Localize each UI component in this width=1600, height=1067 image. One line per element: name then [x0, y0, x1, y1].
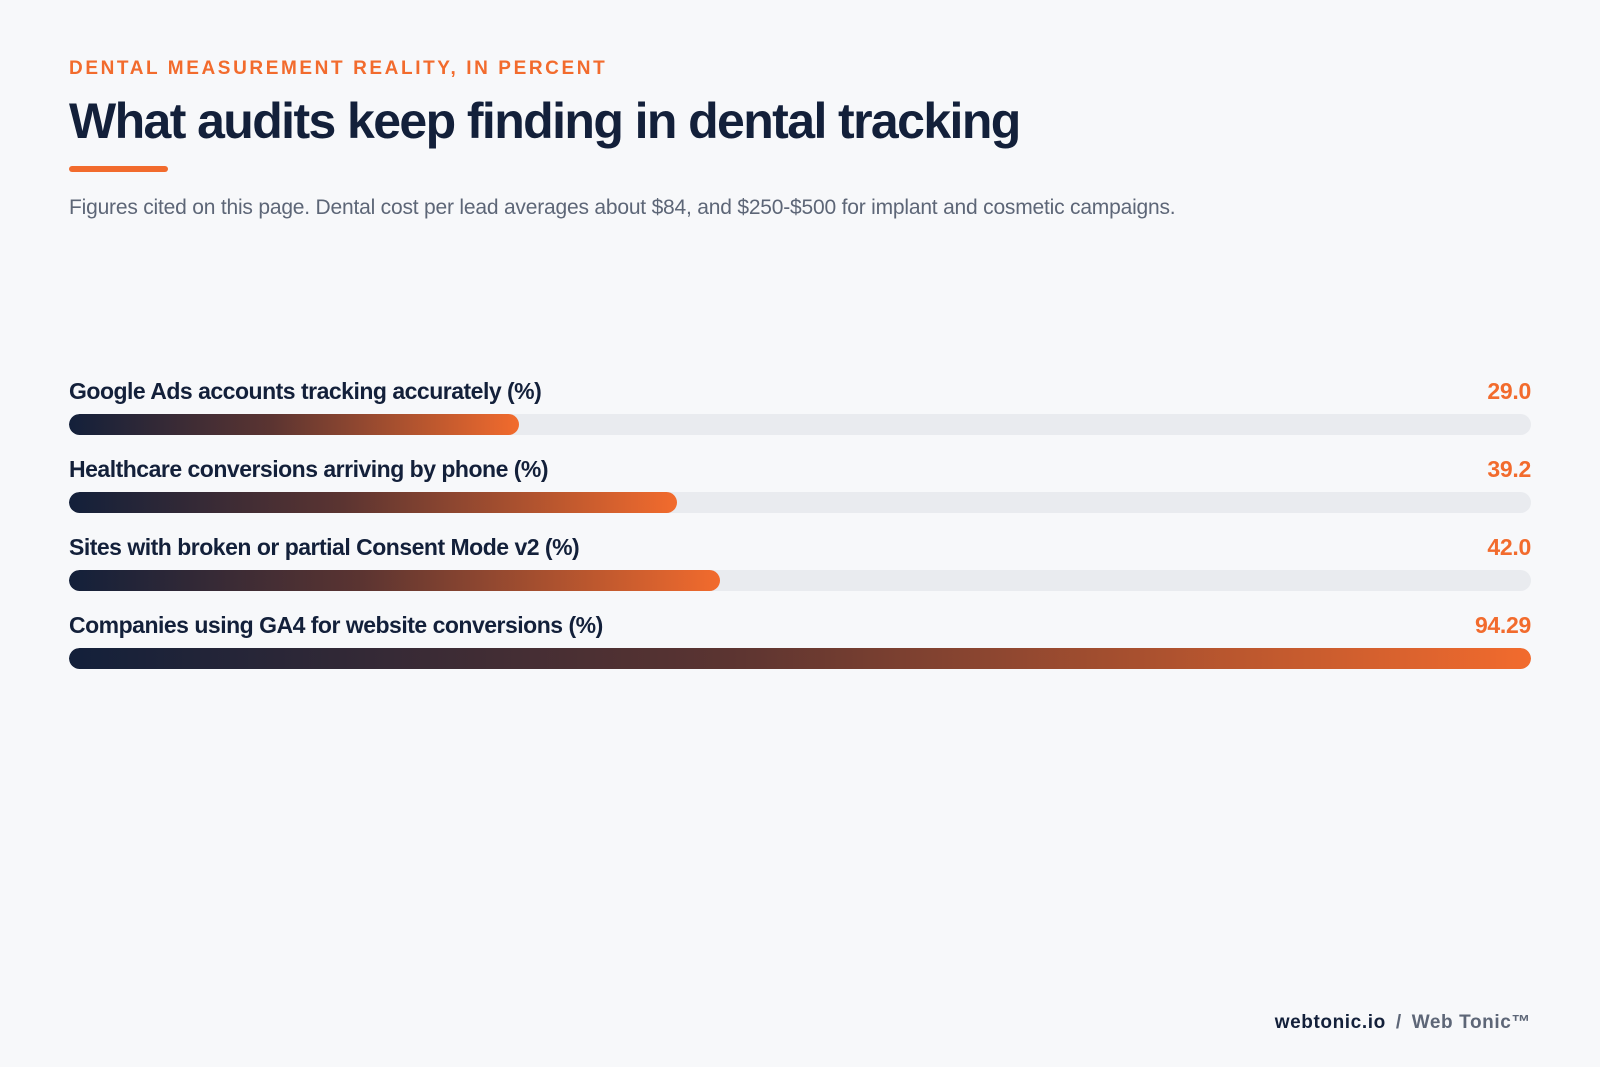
bar-label: Google Ads accounts tracking accurately … [69, 378, 542, 404]
bar-fill [69, 570, 721, 591]
bar-fill [69, 492, 677, 513]
bar-value-label: 29.0 [1487, 378, 1531, 404]
footer-brand: Web Tonic™ [1411, 1012, 1531, 1033]
bar-row: Sites with broken or partial Consent Mod… [69, 531, 1531, 609]
bar-value-label: 94.29 [1474, 612, 1531, 638]
footer-separator: / [1395, 1012, 1402, 1033]
bar-value-label: 39.2 [1487, 456, 1531, 482]
bar-fill [69, 414, 519, 435]
bar-row: Google Ads accounts tracking accurately … [69, 375, 1531, 453]
chart-title: What audits keep finding in dental track… [69, 93, 1021, 149]
bar-track [69, 492, 1531, 513]
bar-value-label: 42.0 [1487, 534, 1531, 560]
bar-track [69, 648, 1531, 669]
bar-fill [69, 648, 1531, 669]
bar-row: Healthcare conversions arriving by phone… [69, 453, 1531, 531]
bar-label: Companies using GA4 for website conversi… [69, 612, 603, 638]
footer-domain: webtonic.io [1274, 1012, 1386, 1033]
bar-row: Companies using GA4 for website conversi… [69, 609, 1531, 687]
footer-credit: webtonic.io / Web Tonic™ [1275, 1012, 1531, 1034]
bar-label: Sites with broken or partial Consent Mod… [69, 534, 580, 560]
bar-track [69, 570, 1531, 591]
bar-track [69, 414, 1531, 435]
chart-subtitle: Figures cited on this page. Dental cost … [69, 196, 1176, 219]
chart-kicker: DENTAL MEASUREMENT REALITY, IN PERCENT [69, 58, 608, 79]
bar-chart: Google Ads accounts tracking accurately … [69, 375, 1531, 687]
title-accent-rule [69, 166, 168, 172]
bar-label: Healthcare conversions arriving by phone… [69, 456, 549, 482]
